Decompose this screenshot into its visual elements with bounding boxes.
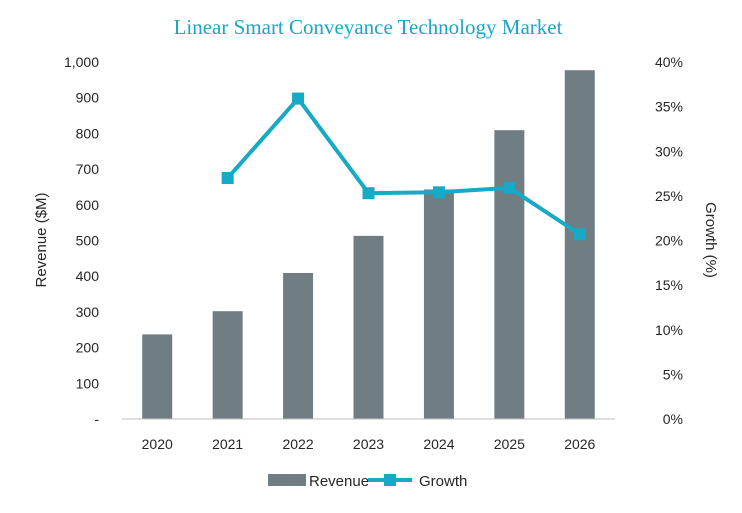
bar-2026	[564, 70, 595, 419]
y-tick-label: -	[94, 411, 99, 427]
y-tick-label: 200	[76, 340, 100, 356]
bar-2020	[142, 334, 173, 419]
bar-2024	[423, 189, 454, 419]
y-tick-label: 700	[76, 161, 100, 177]
y2-tick-label: 30%	[655, 143, 683, 159]
legend-growth-label: Growth	[419, 473, 467, 490]
x-tick-label: 2026	[564, 436, 595, 452]
bar-2025	[494, 130, 525, 419]
y-tick-label: 800	[76, 125, 100, 141]
bar-2023	[353, 235, 384, 419]
growth-marker-2025	[503, 181, 516, 194]
legend-revenue-label: Revenue	[309, 473, 369, 490]
growth-line	[226, 96, 581, 236]
y-tick-label: 600	[76, 197, 100, 213]
x-tick-label: 2022	[282, 436, 313, 452]
growth-marker-2022	[292, 92, 305, 105]
legend-growth-marker	[384, 474, 396, 486]
x-tick-label: 2021	[212, 436, 243, 452]
y-tick-label: 1,000	[64, 54, 99, 70]
x-axis-ticks: 2020 2021 2022 2023 2024 2025 2026	[142, 436, 596, 452]
x-tick-label: 2025	[494, 436, 525, 452]
y-tick-label: 500	[76, 233, 100, 249]
line-series	[221, 92, 586, 241]
y-tick-label: 400	[76, 268, 100, 284]
legend-revenue-swatch	[268, 474, 306, 486]
y2-axis-ticks: 0% 5% 10% 15% 20% 25% 30% 35% 40%	[655, 54, 683, 427]
bar-2022	[283, 272, 314, 419]
y-tick-label: 100	[76, 375, 100, 391]
bar-series	[142, 70, 595, 419]
y2-tick-label: 5%	[663, 366, 683, 382]
y-tick-label: 900	[76, 90, 100, 106]
y2-tick-label: 15%	[655, 277, 683, 293]
y2-tick-label: 40%	[655, 54, 683, 70]
chart-title: Linear Smart Conveyance Technology Marke…	[174, 15, 563, 39]
x-tick-label: 2023	[353, 436, 384, 452]
y-tick-label: 300	[76, 304, 100, 320]
y2-axis-title: Growth (%)	[702, 202, 719, 278]
growth-marker-2021	[221, 172, 234, 185]
y-axis-ticks: - 100 200 300 400 500 600 700 800 900 1,000	[64, 54, 99, 427]
y2-tick-label: 35%	[655, 99, 683, 115]
growth-marker-2023	[362, 187, 375, 200]
y2-tick-label: 0%	[663, 411, 683, 427]
legend: Revenue Growth	[268, 473, 467, 490]
y2-tick-label: 10%	[655, 322, 683, 338]
y2-tick-label: 20%	[655, 233, 683, 249]
growth-marker-2026	[573, 228, 586, 241]
x-tick-label: 2024	[423, 436, 454, 452]
y-axis-title: Revenue ($M)	[33, 192, 50, 287]
bar-2021	[212, 311, 243, 419]
growth-marker-2024	[432, 186, 445, 199]
y2-tick-label: 25%	[655, 188, 683, 204]
x-tick-label: 2020	[142, 436, 173, 452]
